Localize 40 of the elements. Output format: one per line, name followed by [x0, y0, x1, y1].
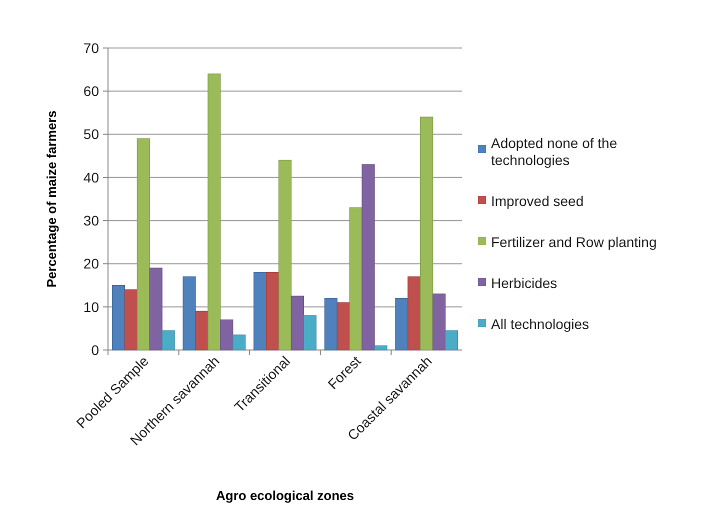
y-tick-label: 10 — [83, 298, 100, 315]
legend-label: Herbicides — [491, 274, 558, 291]
bar — [444, 330, 458, 350]
bar — [254, 272, 267, 350]
bar — [112, 284, 126, 350]
y-axis-title: Percentage of maize farmers — [44, 110, 59, 288]
bar — [162, 330, 175, 350]
legend-label: Improved seed — [491, 192, 584, 209]
legend-label: Fertilizer and Row planting — [491, 234, 657, 250]
y-tick-label: 30 — [83, 212, 100, 228]
bar — [324, 298, 338, 350]
bar — [336, 302, 350, 350]
bar — [136, 138, 150, 350]
y-tick-label: 40 — [83, 169, 100, 186]
y-tick-label: 0 — [91, 342, 100, 358]
bar — [266, 272, 280, 350]
bar — [303, 315, 316, 350]
bar — [149, 268, 162, 350]
bar — [349, 207, 362, 350]
bar — [290, 296, 304, 350]
bar — [208, 74, 221, 350]
y-tick-label: 50 — [83, 126, 100, 142]
x-axis-title: Agro ecological zones — [216, 488, 354, 503]
bar — [362, 164, 375, 350]
bar — [232, 334, 246, 350]
y-tick-label: 70 — [83, 40, 100, 56]
legend-label: All technologies — [491, 316, 590, 332]
bar — [432, 294, 446, 350]
bar — [195, 310, 208, 350]
bar — [408, 276, 421, 350]
bar — [182, 276, 196, 350]
y-tick-label: 20 — [83, 256, 100, 272]
legend-label: Adopted none of the technologies — [491, 134, 618, 168]
bar — [220, 320, 234, 350]
bar — [124, 289, 138, 350]
bar — [395, 298, 408, 350]
y-tick-label: 60 — [83, 83, 100, 100]
bar — [374, 345, 388, 350]
bar — [278, 160, 292, 350]
bar — [420, 116, 434, 350]
